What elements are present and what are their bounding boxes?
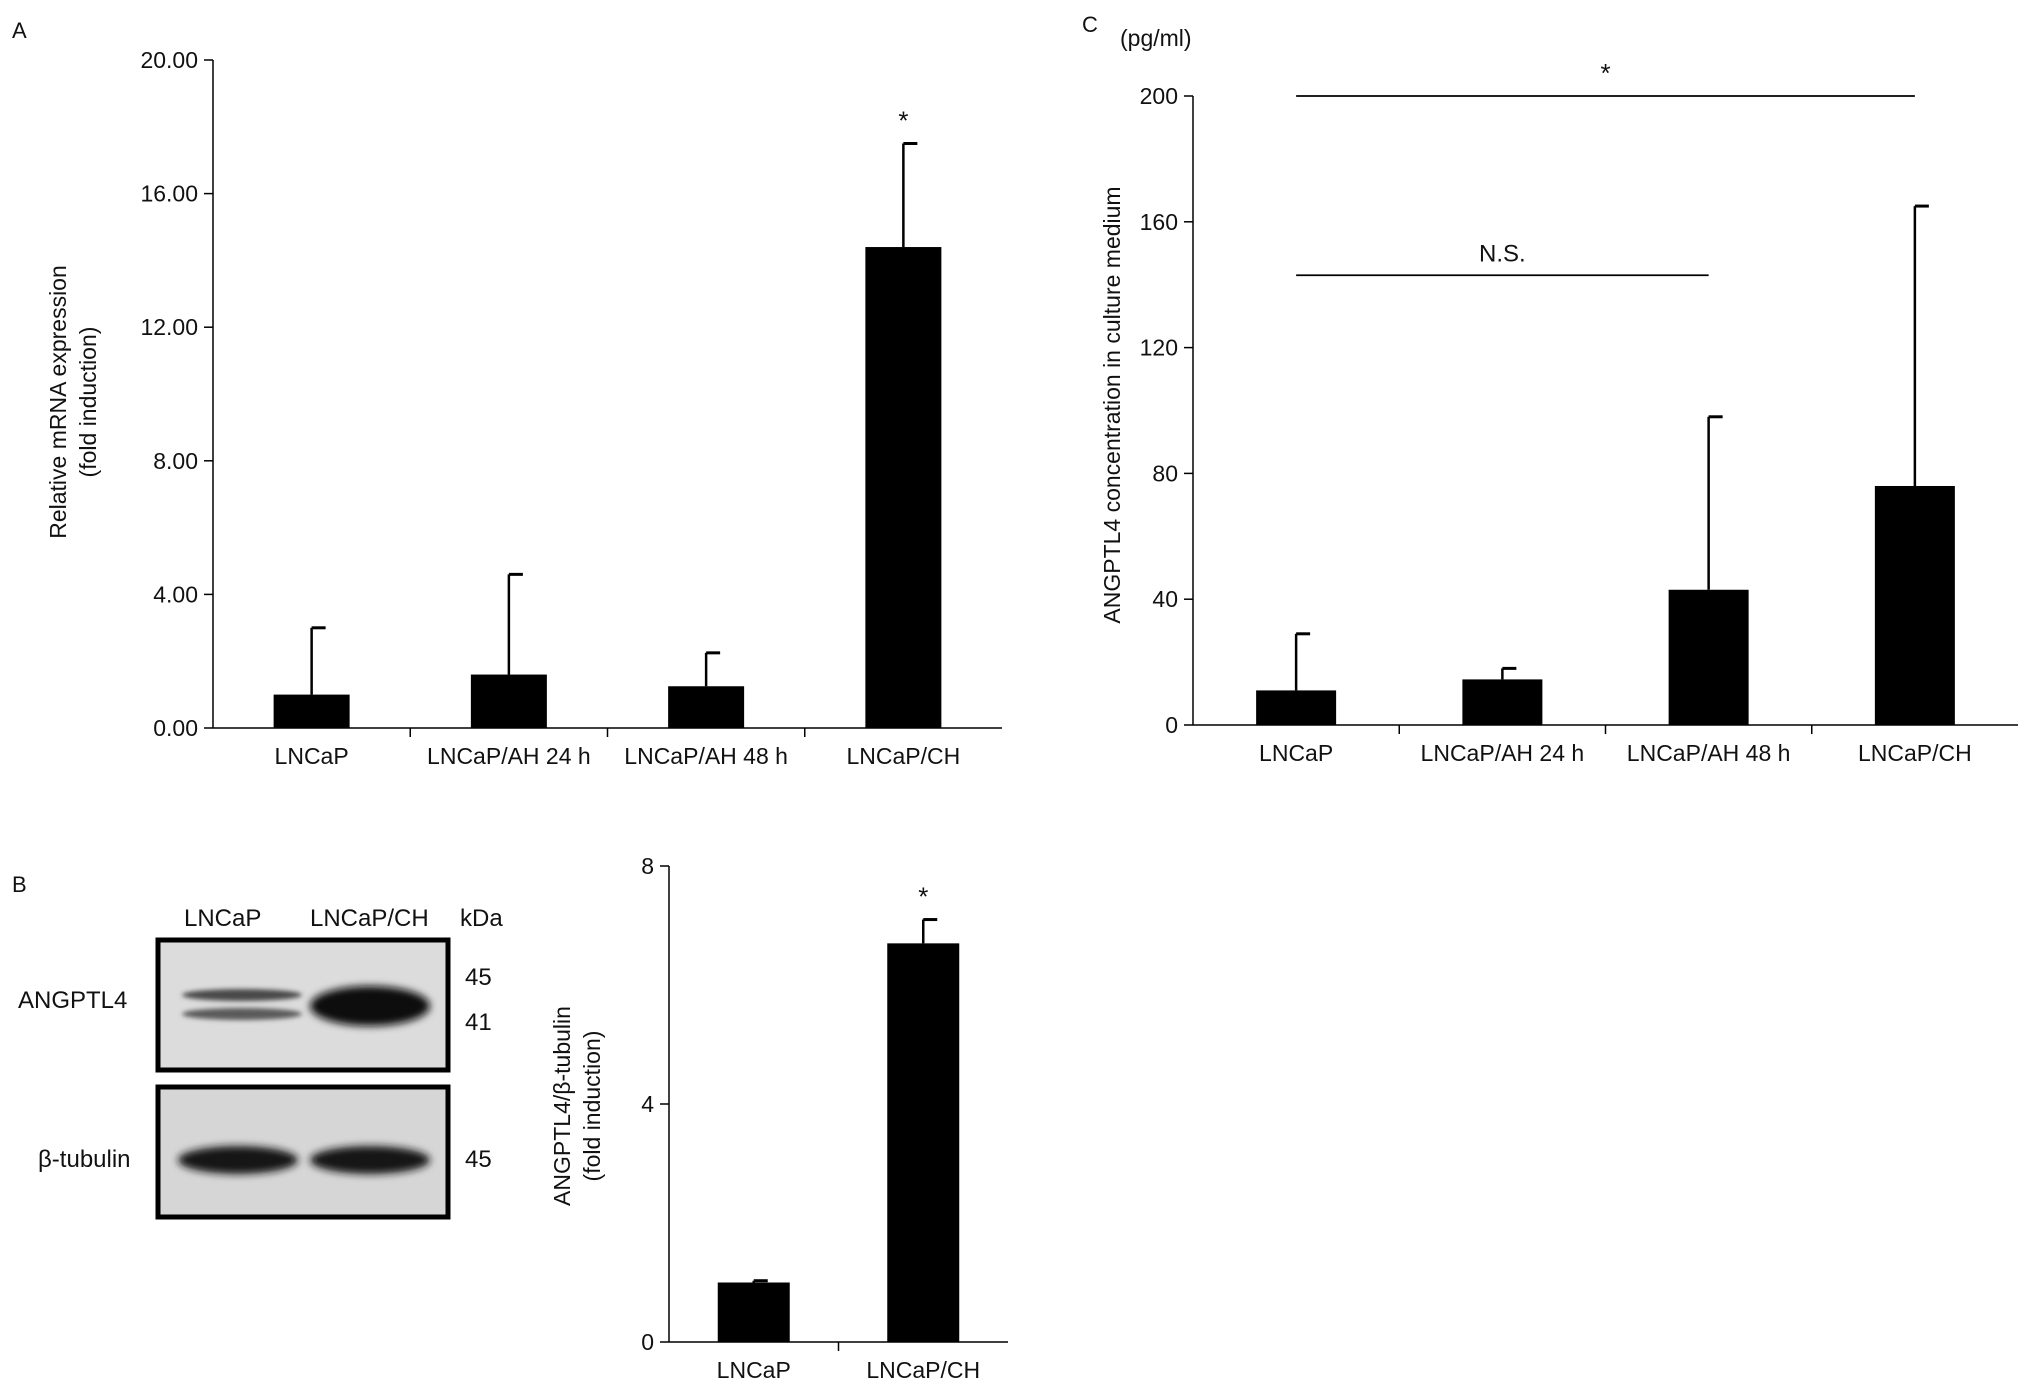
blot-band [310,1146,430,1174]
y-tick-label: 0 [1165,712,1178,738]
bar [1874,485,1955,725]
blot-marker: 41 [465,1009,492,1036]
blot-band [182,1008,302,1020]
bar [470,674,547,728]
y-tick-label: 160 [1140,209,1178,235]
y-axis-title: (fold induction) [75,327,101,478]
y-tick-label: 0 [641,1329,654,1355]
comparison-label: * [1600,58,1610,88]
y-tick-label: 16.00 [140,181,198,207]
y-axis-title: (fold induction) [579,1031,605,1182]
blot-lane-label: LNCaP/CH [310,905,429,932]
blot-lane-label: LNCaP [184,905,261,932]
significance-marker: * [898,106,908,136]
x-tick-label: LNCaP/CH [846,743,960,769]
x-tick-label: LNCaP [1259,740,1333,766]
blot-band [182,989,302,1001]
significance-marker: * [918,882,928,912]
x-tick-label: LNCaP/AH 24 h [1421,740,1585,766]
blot-marker: 45 [465,1146,492,1173]
y-axis-title: ANGPTL4 concentration in culture medium [1099,186,1125,623]
y-axis-title: Relative mRNA expression [45,265,71,539]
chart-c: 0 40 80 120 160 200 LNCaP LNCaP/AH 24 h LNCaP/AH… [1099,25,2018,766]
y-tick-label: 80 [1152,460,1178,486]
y-tick-label: 12.00 [140,314,198,340]
bar [1256,690,1337,725]
x-tick-label: LNCaP/CH [866,1357,980,1383]
y-tick-label: 40 [1152,586,1178,612]
blot-row-label: ANGPTL4 [18,987,127,1014]
x-tick-label: LNCaP [717,1357,791,1383]
bar [717,1282,790,1342]
y-tick-label: 8 [641,853,654,879]
y-tick-label: 4.00 [153,581,198,607]
bar [1462,679,1543,725]
x-tick-label: LNCaP [275,743,349,769]
blot-marker: 45 [465,964,492,991]
panel-label-a: A [12,18,27,43]
blot-band [178,1146,298,1174]
y-tick-label: 120 [1140,335,1178,361]
blot-band [310,986,430,1026]
y-tick-label: 200 [1140,83,1178,109]
x-tick-label: LNCaP/CH [1858,740,1972,766]
y-axis-unit: (pg/ml) [1120,25,1192,51]
bar [865,247,942,729]
chart-b: 0 4 8 LNCaP LNCaP/CH * ANGPTL4/β-tubulin (fold … [549,853,1008,1383]
bar [668,686,745,728]
chart-a: 0.00 4.00 8.00 12.00 16.00 20.00 LNCaP LNCaP/AH… [45,47,1002,769]
y-tick-label: 20.00 [140,47,198,73]
y-tick-label: 8.00 [153,448,198,474]
western-blot: LNCaP LNCaP/CH kDa ANGPTL4 45 41 β-tubul… [18,905,503,1220]
panel-label-b: B [12,872,27,897]
bar [1668,589,1749,725]
x-tick-label: LNCaP/AH 48 h [624,743,788,769]
y-tick-label: 0.00 [153,715,198,741]
bar [887,943,960,1342]
x-tick-label: LNCaP/AH 24 h [427,743,591,769]
y-tick-label: 4 [641,1091,654,1117]
blot-kda-label: kDa [460,905,503,932]
x-tick-label: LNCaP/AH 48 h [1627,740,1791,766]
blot-row-label: β-tubulin [38,1146,131,1173]
panel-label-c: C [1082,12,1098,37]
comparison-label: N.S. [1479,240,1526,267]
bar [273,694,350,728]
y-axis-title: ANGPTL4/β-tubulin [549,1006,575,1206]
